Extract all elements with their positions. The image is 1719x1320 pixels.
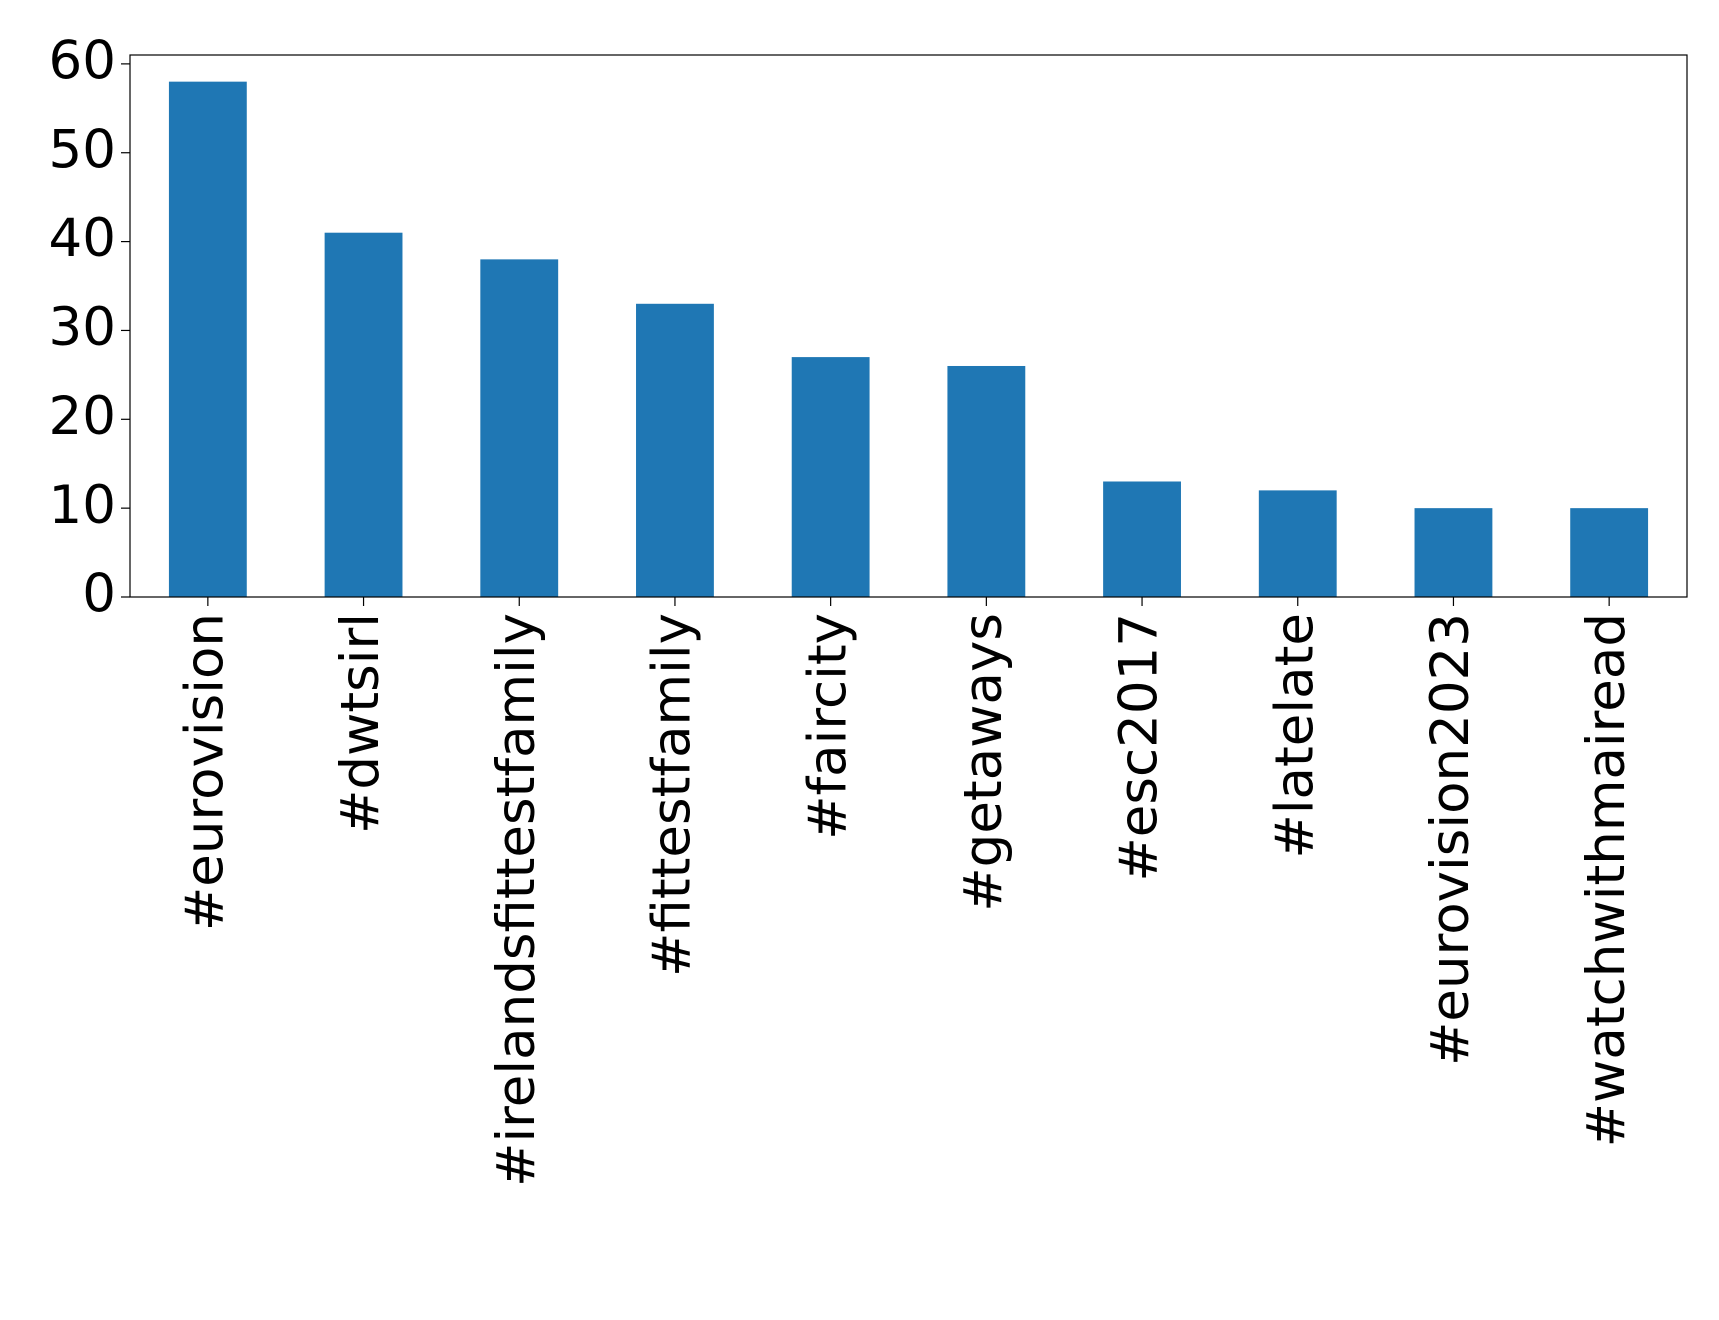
y-tick-label: 0 bbox=[82, 564, 116, 625]
y-tick-label: 30 bbox=[49, 297, 116, 358]
y-tick-label: 60 bbox=[49, 31, 116, 92]
bar bbox=[1258, 490, 1337, 597]
x-tick-label: #irelandsfittestfamily bbox=[486, 613, 547, 1187]
bar bbox=[1103, 481, 1181, 597]
bar bbox=[636, 303, 714, 597]
y-tick-label: 50 bbox=[49, 119, 116, 180]
x-tick-label: #latelate bbox=[1264, 613, 1325, 859]
x-tick-label: #esc2017 bbox=[1109, 613, 1170, 882]
x-tick-label: #faircity bbox=[797, 613, 858, 840]
x-tick-label: #watchwithmairead bbox=[1576, 613, 1637, 1147]
y-tick-label: 40 bbox=[49, 208, 116, 269]
bar bbox=[480, 259, 559, 597]
x-tick-label: #fittestfamily bbox=[642, 613, 703, 977]
bar bbox=[168, 81, 247, 597]
bar bbox=[791, 357, 870, 597]
x-tick-label: #eurovision2023 bbox=[1420, 613, 1481, 1066]
bar bbox=[324, 232, 403, 597]
bar bbox=[1414, 508, 1493, 597]
y-tick-label: 10 bbox=[49, 475, 116, 536]
bar bbox=[1570, 508, 1649, 597]
x-tick-label: #dwtsirl bbox=[330, 613, 391, 834]
bar bbox=[947, 365, 1026, 597]
plot-frame bbox=[129, 54, 1688, 598]
x-tick-label: #eurovision bbox=[174, 613, 235, 931]
y-tick-label: 20 bbox=[49, 386, 116, 447]
x-tick-label: #getaways bbox=[953, 613, 1014, 912]
